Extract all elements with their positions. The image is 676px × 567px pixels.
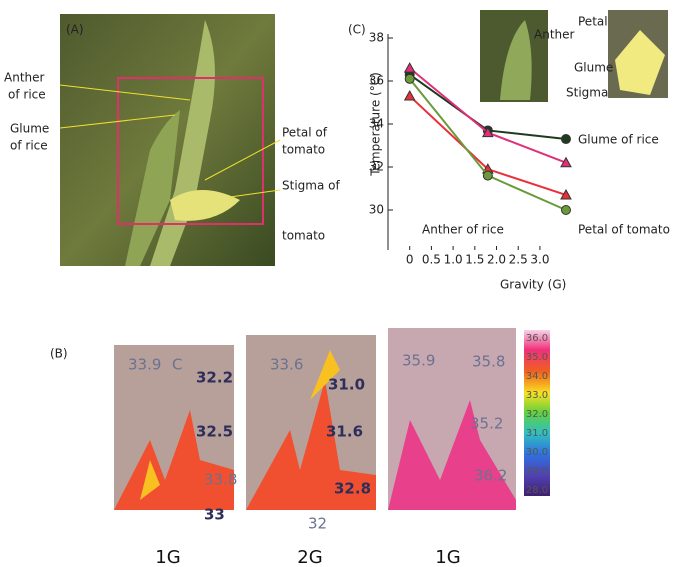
figure-canvas: (A) Anther of rice Glume of rice Petal o… xyxy=(0,0,676,567)
colorbar-label: 36.0 xyxy=(526,333,548,344)
temperature-reading: 32.5 xyxy=(196,423,233,441)
temperature-reading: 33.8 xyxy=(204,471,237,489)
x-tick-label: 1.5 xyxy=(465,253,484,267)
x-tick-label: 2.0 xyxy=(487,253,506,267)
panel-label: (C) xyxy=(348,23,366,37)
inset-label: Anther xyxy=(534,28,575,42)
annotation: Glume xyxy=(10,122,49,136)
x-axis-label: Gravity (G) xyxy=(500,278,566,292)
x-tick-label: 1.0 xyxy=(444,253,463,267)
annotation: Petal of xyxy=(282,126,328,140)
temperature-reading: 36.2 xyxy=(474,467,507,485)
panel-label: (A) xyxy=(66,23,84,37)
inset-label: Glume xyxy=(574,61,613,75)
marker xyxy=(405,74,414,83)
marker xyxy=(405,63,415,72)
figure: (A) Anther of rice Glume of rice Petal o… xyxy=(0,0,676,567)
annotation: Anther of rice xyxy=(422,223,504,237)
temperature-reading: 35.9 xyxy=(402,352,435,370)
panel-label: (B) xyxy=(50,347,68,361)
x-tick-label: 3.0 xyxy=(530,253,549,267)
temperature-reading: 35.2 xyxy=(470,415,503,433)
colorbar-label: 35.0 xyxy=(526,352,548,363)
y-tick-label: 30 xyxy=(369,203,384,217)
temperature-reading: C xyxy=(172,356,182,374)
temperature-reading: 33.9 xyxy=(128,356,161,374)
temperature-reading: 33 xyxy=(204,506,225,524)
marker xyxy=(483,171,492,180)
temperature-reading: 32.8 xyxy=(334,480,371,498)
annotation: tomato xyxy=(282,229,325,243)
colorbar-label: 28.0 xyxy=(526,485,548,496)
colorbar-label: 34.0 xyxy=(526,371,548,382)
annotation: Glume of rice xyxy=(578,133,659,147)
marker xyxy=(405,91,415,100)
temperature-reading: 35.8 xyxy=(472,353,505,371)
x-tick-label: 0.5 xyxy=(422,253,441,267)
annotation: tomato xyxy=(282,143,325,157)
x-tick-label: 2.5 xyxy=(509,253,528,267)
marker xyxy=(561,206,570,215)
annotation: Petal of tomato xyxy=(578,223,670,237)
photo-a xyxy=(60,14,280,266)
temperature-reading: 33.6 xyxy=(270,356,303,374)
annotation: of rice xyxy=(10,139,48,153)
marker xyxy=(561,135,570,144)
image-caption: 1G xyxy=(435,547,460,567)
colorbar-label: 32.0 xyxy=(526,409,548,420)
temperature-reading: 32 xyxy=(308,515,327,533)
y-tick-label: 32 xyxy=(369,160,384,174)
annotation: Stigma of xyxy=(282,179,340,193)
colorbar-label: 30.0 xyxy=(526,447,548,458)
image-caption: 2G xyxy=(297,547,322,567)
y-tick-label: 38 xyxy=(369,31,384,45)
inset-label: Stigma xyxy=(566,86,608,100)
temperature-reading: 31.0 xyxy=(328,376,365,394)
temperature-reading: 31.6 xyxy=(326,423,363,441)
temperature-reading: 32.2 xyxy=(196,369,233,387)
colorbar-label: 29.0 xyxy=(526,466,548,477)
annotation: Anther xyxy=(4,71,45,85)
colorbar-label: 33.0 xyxy=(526,390,548,401)
y-tick-label: 36 xyxy=(369,74,384,88)
annotation: of rice xyxy=(8,88,46,102)
colorbar-label: 31.0 xyxy=(526,428,548,439)
image-caption: 1G xyxy=(155,547,180,567)
x-tick-label: 0 xyxy=(406,253,414,267)
inset-label: Petal xyxy=(578,15,608,29)
y-tick-label: 34 xyxy=(369,117,384,131)
